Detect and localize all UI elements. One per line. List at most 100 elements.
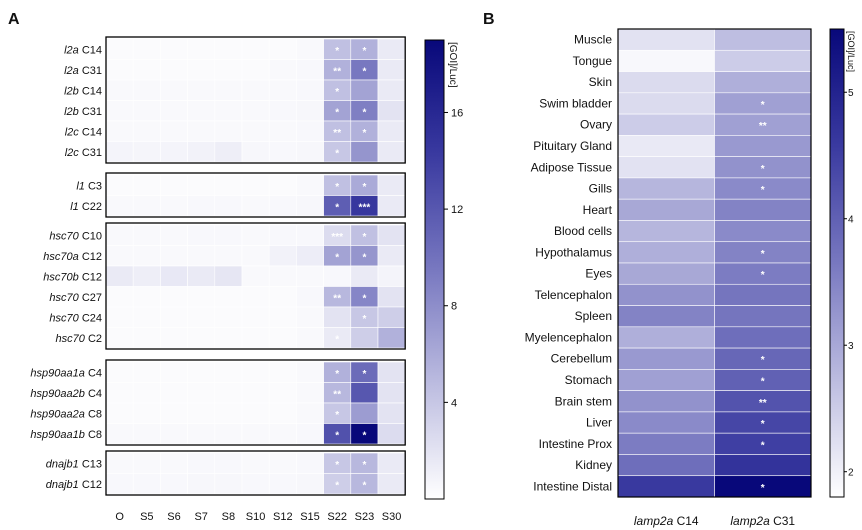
heatmap-cell bbox=[269, 453, 296, 474]
significance-marker: * bbox=[362, 314, 366, 325]
heatmap-cell bbox=[215, 80, 242, 101]
heatmap-cell bbox=[160, 362, 187, 383]
heatmap-cell bbox=[215, 403, 242, 424]
heatmap-cell bbox=[188, 175, 215, 196]
tissue-label: Adipose Tissue bbox=[531, 160, 613, 174]
colorbar-label: [GOI]/Luc] bbox=[447, 42, 458, 88]
heatmap-cell bbox=[160, 266, 187, 287]
tissue-label: Eyes bbox=[585, 267, 612, 281]
row-label: l2c C14 bbox=[65, 126, 102, 138]
row-gene: hsc70 bbox=[49, 312, 79, 324]
heatmap-cell bbox=[378, 80, 405, 101]
colorbar-tick-label: 4 bbox=[451, 397, 457, 409]
heatmap-cell bbox=[106, 328, 133, 349]
heatmap-cell bbox=[269, 362, 296, 383]
heatmap-cell bbox=[106, 246, 133, 267]
row-gene: hsp90aa1a bbox=[30, 367, 84, 379]
heatmap-cell bbox=[160, 403, 187, 424]
heatmap-cell bbox=[618, 50, 715, 71]
heatmap-cell bbox=[296, 474, 323, 495]
tissue-label: Skin bbox=[589, 75, 612, 89]
significance-marker: * bbox=[335, 148, 339, 159]
row-label: hsc70 C24 bbox=[49, 312, 102, 324]
heatmap-cell bbox=[378, 328, 405, 349]
colorbar-tick-label: 5 bbox=[848, 88, 854, 99]
heatmap-cell bbox=[378, 101, 405, 122]
heatmap-cell bbox=[378, 175, 405, 196]
x-tick-label: S23 bbox=[355, 511, 375, 523]
significance-marker: *** bbox=[359, 202, 371, 213]
row-label: dnajb1 C13 bbox=[46, 458, 102, 470]
x-tick-label: S15 bbox=[300, 511, 320, 523]
row-gene: l2a bbox=[64, 65, 79, 77]
heatmap-cell bbox=[106, 121, 133, 142]
heatmap-cell bbox=[378, 246, 405, 267]
heatmap-cell bbox=[715, 284, 812, 305]
column-gene: lamp2a bbox=[730, 514, 770, 528]
significance-marker: * bbox=[362, 480, 366, 491]
heatmap-cell bbox=[160, 246, 187, 267]
heatmap-cell bbox=[715, 29, 812, 50]
heatmap-cell bbox=[269, 424, 296, 445]
row-gene: hsp90aa1b bbox=[30, 429, 84, 441]
row-gene: l1 bbox=[76, 180, 85, 192]
heatmap-cell bbox=[378, 142, 405, 163]
heatmap-cell bbox=[106, 403, 133, 424]
heatmap-cell bbox=[378, 383, 405, 404]
heatmap-cell bbox=[242, 474, 269, 495]
heatmap-cell bbox=[296, 196, 323, 217]
heatmap-cell bbox=[242, 39, 269, 60]
heatmap-cell bbox=[618, 157, 715, 178]
heatmap-cell bbox=[618, 391, 715, 412]
heatmap-cell bbox=[133, 474, 160, 495]
row-label: hsc70 C2 bbox=[56, 333, 102, 345]
significance-marker: * bbox=[761, 419, 765, 430]
heatmap-cell bbox=[215, 453, 242, 474]
heatmap-cell bbox=[106, 424, 133, 445]
heatmap-cell bbox=[618, 412, 715, 433]
heatmap-cell bbox=[618, 178, 715, 199]
heatmap-cell bbox=[106, 362, 133, 383]
significance-marker: * bbox=[362, 66, 366, 77]
heatmap-cell bbox=[296, 424, 323, 445]
heatmap-cell bbox=[188, 246, 215, 267]
significance-marker: * bbox=[335, 182, 339, 193]
heatmap-cell bbox=[351, 403, 378, 424]
significance-marker: * bbox=[362, 252, 366, 263]
heatmap-cell bbox=[618, 327, 715, 348]
row-gene: hsp90aa2a bbox=[30, 408, 84, 420]
significance-marker: * bbox=[761, 483, 765, 494]
heatmap-cell bbox=[160, 60, 187, 81]
row-clone: C12 bbox=[82, 251, 102, 263]
significance-marker: * bbox=[362, 182, 366, 193]
heatmap-cell bbox=[133, 196, 160, 217]
heatmap-cell bbox=[324, 307, 351, 328]
heatmap-cell bbox=[133, 424, 160, 445]
heatmap-cell bbox=[133, 60, 160, 81]
row-label: l1 C3 bbox=[76, 180, 102, 192]
x-tick-label: S12 bbox=[273, 511, 293, 523]
heatmap-cell bbox=[242, 142, 269, 163]
heatmap-cell bbox=[160, 287, 187, 308]
row-gene: l2a bbox=[64, 44, 79, 56]
heatmap-cell bbox=[618, 29, 715, 50]
heatmap-cell bbox=[618, 263, 715, 284]
heatmap-cell bbox=[269, 225, 296, 246]
heatmap-cell bbox=[269, 287, 296, 308]
heatmap-cell bbox=[215, 424, 242, 445]
significance-marker: ** bbox=[333, 389, 341, 400]
heatmap-cell bbox=[242, 307, 269, 328]
significance-marker: * bbox=[362, 128, 366, 139]
row-gene: l1 bbox=[70, 201, 79, 213]
heatmap-cell bbox=[188, 101, 215, 122]
heatmap-cell bbox=[133, 80, 160, 101]
heatmap-cell bbox=[188, 474, 215, 495]
row-label: hsp90aa2a C8 bbox=[30, 408, 102, 420]
heatmap-cell bbox=[133, 121, 160, 142]
row-clone: C8 bbox=[88, 408, 102, 420]
row-label: l2b C31 bbox=[64, 106, 102, 118]
heatmap-cell bbox=[160, 175, 187, 196]
row-clone: C4 bbox=[88, 367, 102, 379]
heatmap-cell bbox=[296, 39, 323, 60]
heatmap-cell bbox=[296, 403, 323, 424]
